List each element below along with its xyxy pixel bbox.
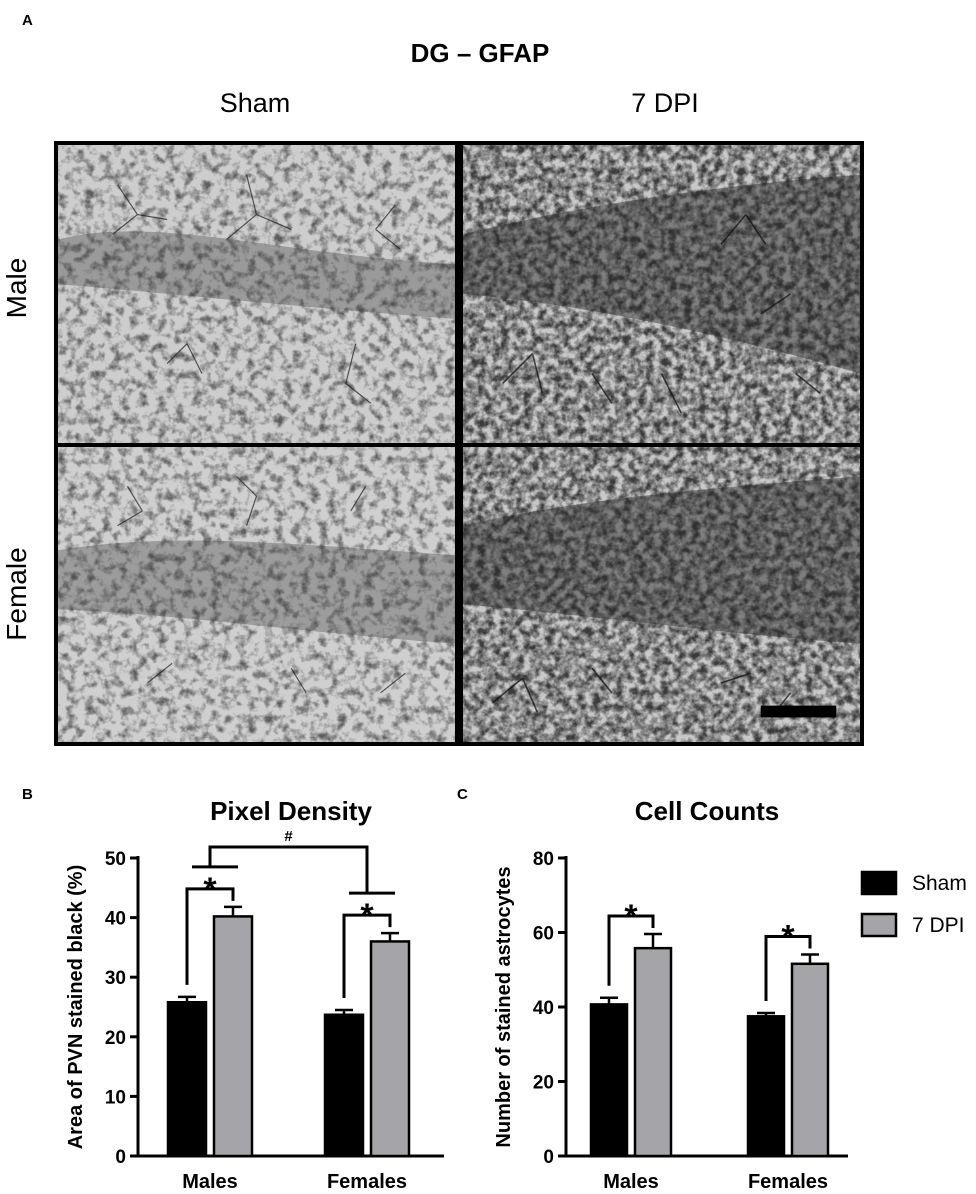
y-tick-label: 80	[533, 849, 554, 870]
row-label-male: Male	[1, 257, 32, 319]
significance-bracket	[342, 913, 392, 998]
y-tick-label: 10	[105, 1087, 126, 1108]
legend-swatch-sham	[860, 870, 898, 896]
bar-males-7dpi	[212, 915, 254, 1158]
x-tick-label: Males	[182, 1171, 238, 1193]
micrograph-female-7dpi	[459, 443, 864, 746]
x-tick-label: Males	[603, 1171, 659, 1193]
y-tick-label: 20	[533, 1073, 554, 1094]
chart-cell-counts: Cell Counts Number of stained astrocytes 0…	[493, 796, 967, 1193]
y-tick-label: 0	[115, 1147, 126, 1168]
y-axis-label: Number of stained astrocytes	[493, 866, 515, 1147]
bar-females-7dpi	[369, 940, 411, 1158]
significance-hash: #	[284, 828, 293, 845]
significance-bracket	[607, 914, 655, 986]
micrograph-male-7dpi	[459, 141, 864, 447]
y-tick-label: 20	[105, 1028, 126, 1049]
legend-label-sham: Sham	[912, 872, 967, 895]
row-label-female: Female	[1, 547, 32, 641]
significance-star: *	[203, 871, 217, 909]
x-tick-label: Females	[327, 1171, 407, 1193]
bar-females-7dpi	[790, 962, 830, 1158]
panel-letter-b: B	[22, 786, 33, 803]
y-tick-label: 30	[105, 968, 126, 989]
legend-label-7dpi: 7 DPI	[912, 914, 965, 937]
legend-swatch-7dpi	[860, 912, 898, 938]
bar-males-sham	[166, 1000, 208, 1158]
panel-letter-a: A	[22, 12, 33, 29]
column-label-sham: Sham	[219, 88, 291, 118]
panel-letter-c: C	[457, 786, 468, 803]
column-label-7dpi: 7 DPI	[631, 88, 699, 118]
y-tick-label: 40	[533, 998, 554, 1019]
micrograph-male-sham	[54, 141, 459, 447]
bar-females-sham	[746, 1015, 786, 1158]
chart-title: Cell Counts	[635, 796, 779, 826]
chart-title: Pixel Density	[210, 796, 372, 826]
y-tick-label: 0	[543, 1147, 554, 1168]
significance-bracket-between	[208, 845, 369, 894]
significance-star: *	[624, 898, 638, 936]
significance-star: *	[360, 897, 374, 935]
micrograph-female-sham	[54, 443, 459, 746]
significance-bracket	[764, 934, 812, 1001]
bar-females-sham	[323, 1013, 365, 1158]
chart-pixel-density: Pixel Density Area of PVN stained black (…	[65, 796, 444, 1193]
bar-males-7dpi	[633, 946, 673, 1158]
significance-bracket	[185, 887, 235, 985]
x-tick-label: Females	[748, 1171, 828, 1193]
significance-star: *	[781, 918, 795, 956]
y-axis-label: Area of PVN stained black (%)	[65, 865, 87, 1150]
y-tick-label: 50	[105, 849, 126, 870]
y-tick-label: 40	[105, 909, 126, 930]
scale-bar	[760, 705, 837, 718]
bar-males-sham	[589, 1003, 629, 1158]
figure-title: DG – GFAP	[410, 38, 550, 68]
y-tick-label: 60	[533, 924, 554, 945]
